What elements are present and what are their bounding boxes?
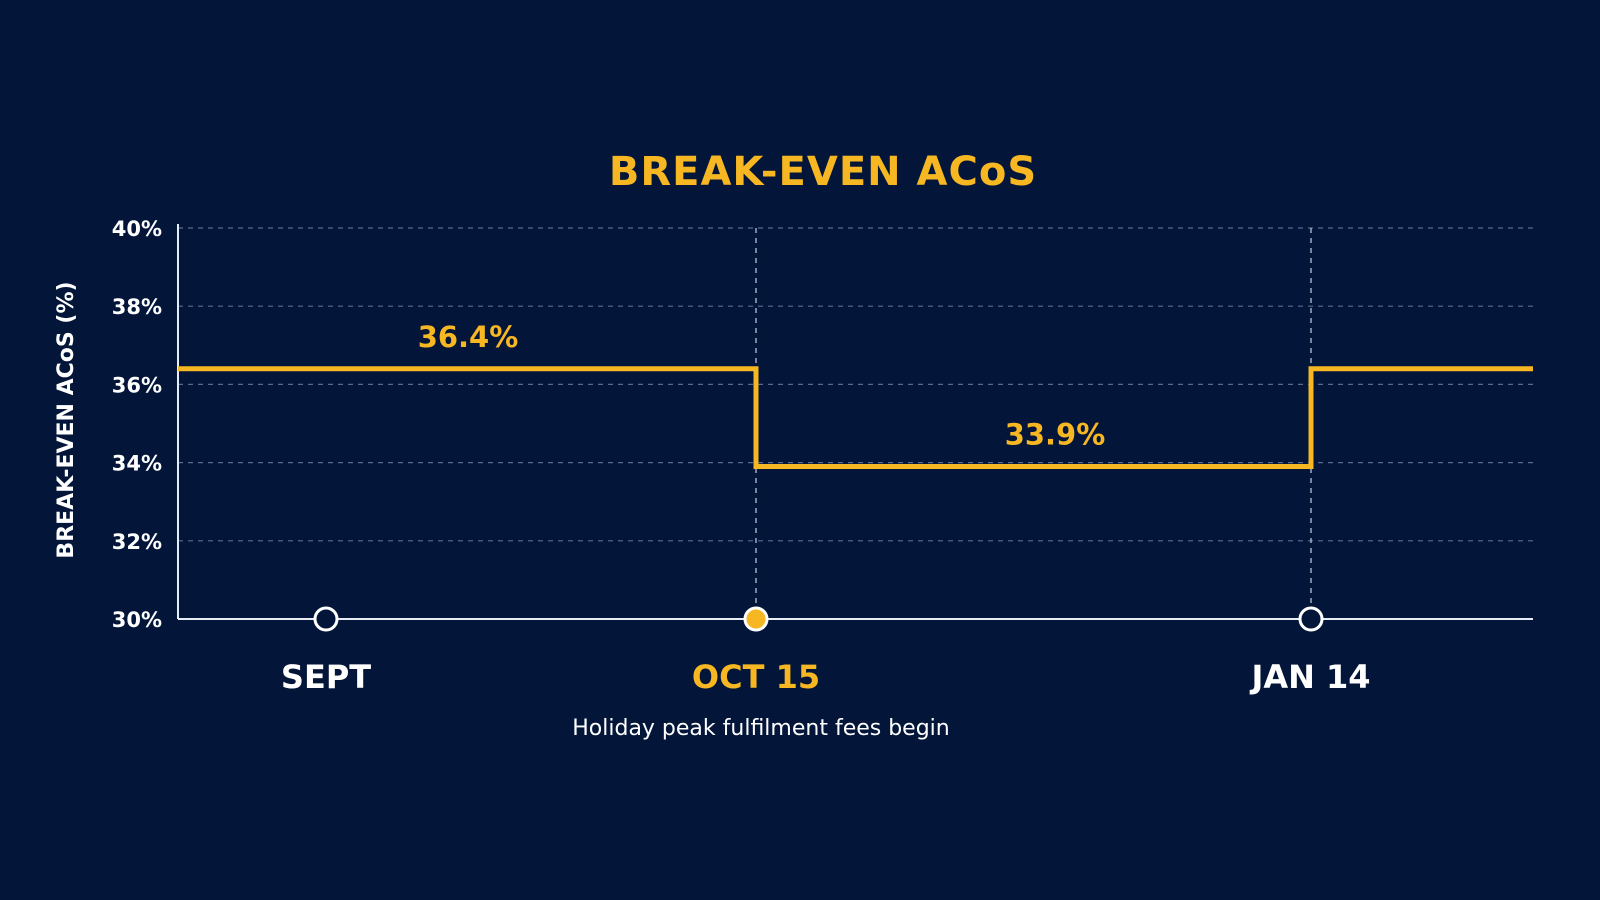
y-tick-label: 32% [112,530,162,554]
series-step-line [178,366,1533,470]
x-marker-label: SEPT [281,658,371,696]
x-marker-label: OCT 15 [692,658,820,696]
x-marker-dot [743,606,769,632]
y-tick-label: 34% [112,452,162,476]
y-tick-label: 30% [112,608,162,632]
y-axis-label: BREAK-EVEN ACoS (%) [54,281,79,558]
data-label: 33.9% [1005,418,1106,452]
x-marker-dot [1298,606,1324,632]
x-marker-dot [313,606,339,632]
x-marker-label: JAN 14 [1249,658,1370,696]
chart-title: BREAK-EVEN ACoS [609,149,1037,195]
annotation-text: Holiday peak fulfilment fees begin [572,716,950,741]
y-tick-label: 38% [112,295,162,319]
data-label: 36.4% [418,320,519,354]
y-tick-label: 40% [112,217,162,241]
y-tick-label: 36% [112,373,162,397]
